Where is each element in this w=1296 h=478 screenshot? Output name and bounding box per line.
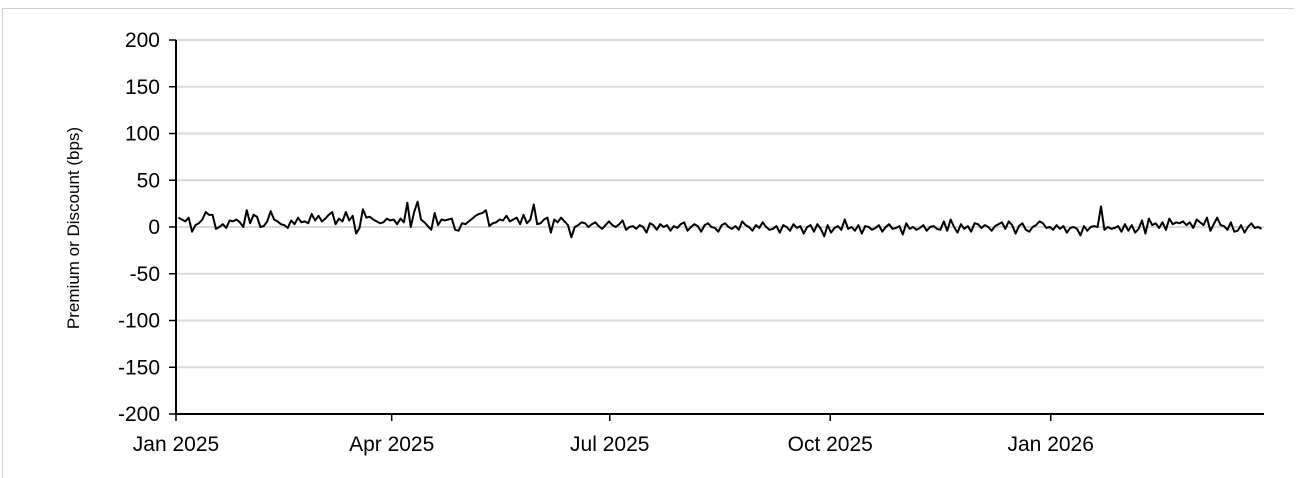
- series-line: [177, 200, 1263, 239]
- y-tick-label: 50: [137, 169, 160, 192]
- y-tick-label: 200: [125, 29, 160, 52]
- tick-labels: 200 150 100 50 0 -50 -100 -150 -200 Jan 2025 Apr 2…: [118, 29, 1094, 456]
- y-tick-label: -150: [118, 356, 160, 379]
- y-tick-label: -200: [118, 403, 160, 426]
- x-tick-label: Apr 2025: [349, 433, 434, 456]
- axes: [169, 39, 1264, 421]
- y-tick-label: -100: [118, 310, 160, 333]
- y-axis-title: Premium or Discount (bps): [64, 127, 83, 329]
- x-tick-label: Jan 2025: [133, 433, 219, 456]
- gridlines: [176, 39, 1264, 369]
- y-tick-label: 0: [148, 216, 160, 239]
- series: [177, 200, 1263, 239]
- y-tick-label: 150: [125, 76, 160, 99]
- chart-frame: [2, 8, 1294, 478]
- y-tick-label: 100: [125, 123, 160, 146]
- x-tick-label: Oct 2025: [788, 433, 873, 456]
- x-tick-label: Jan 2026: [1008, 433, 1094, 456]
- y-tick-label: -50: [130, 263, 160, 286]
- x-tick-label: Jul 2025: [570, 433, 649, 456]
